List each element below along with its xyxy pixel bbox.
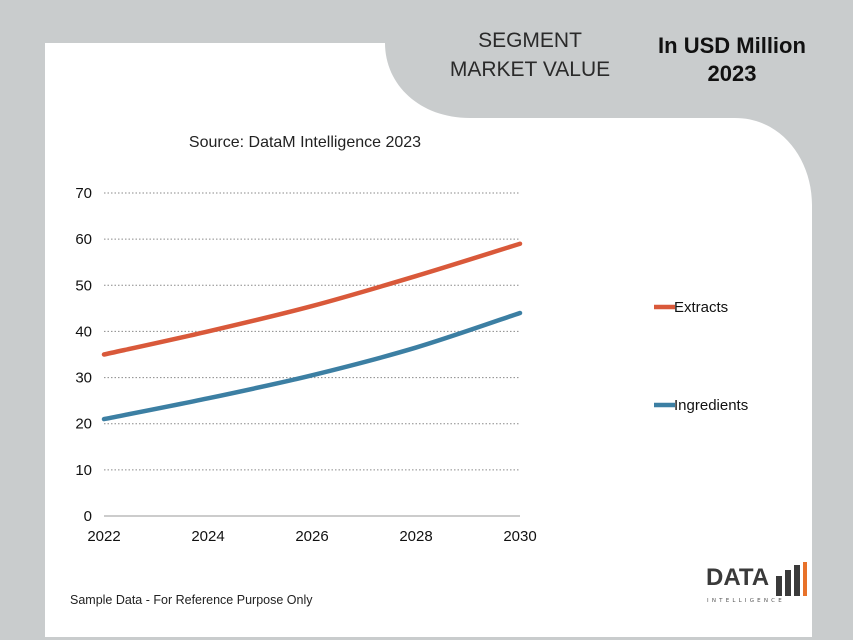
footnote: Sample Data - For Reference Purpose Only xyxy=(70,593,313,607)
y-tick-label: 20 xyxy=(75,416,92,433)
chart-source: Source: DataM Intelligence 2023 xyxy=(188,134,422,151)
grid-lines xyxy=(104,192,520,517)
segment-title-line2: MARKET VALUE xyxy=(449,58,611,81)
legend-label-extracts: Extracts xyxy=(674,299,728,316)
datam-logo: DATA INTELLIGENCE xyxy=(706,560,810,610)
unit-label-line2: 2023 xyxy=(707,61,757,86)
logo-main-text: DATA xyxy=(706,564,770,591)
y-tick-label: 10 xyxy=(75,462,92,479)
segment-title-line1: SEGMENT xyxy=(478,29,582,52)
y-tick-label: 60 xyxy=(75,231,92,248)
white-content-panel xyxy=(45,43,812,637)
logo-sub-text: INTELLIGENCE xyxy=(707,598,785,604)
y-tick-label: 70 xyxy=(75,185,92,202)
x-tick-label: 2024 xyxy=(191,528,224,545)
unit-label: In USD Million 2023 xyxy=(642,32,822,88)
series-line-ingredients xyxy=(101,310,523,422)
x-tick-label: 2030 xyxy=(503,528,536,545)
x-tick-label: 2026 xyxy=(295,528,328,545)
x-tick-label: 2022 xyxy=(87,528,120,545)
unit-label-line1: In USD Million xyxy=(658,33,806,58)
y-tick-label: 40 xyxy=(75,323,92,340)
series-line-extracts xyxy=(101,241,523,357)
series-lines xyxy=(101,241,523,422)
logo-bars-icon xyxy=(776,562,807,596)
y-tick-label: 30 xyxy=(75,370,92,387)
y-axis-ticks: 0 10 20 30 40 50 60 70 xyxy=(75,185,92,525)
y-tick-label: 50 xyxy=(75,277,92,294)
y-tick-label: 0 xyxy=(84,508,92,525)
segment-title: SEGMENT MARKET VALUE xyxy=(430,26,630,84)
legend-label-ingredients: Ingredients xyxy=(674,397,748,414)
x-axis-ticks: 2022 2024 2026 2028 2030 xyxy=(87,528,536,545)
x-tick-label: 2028 xyxy=(399,528,432,545)
legend: Extracts Ingredients xyxy=(654,299,748,414)
